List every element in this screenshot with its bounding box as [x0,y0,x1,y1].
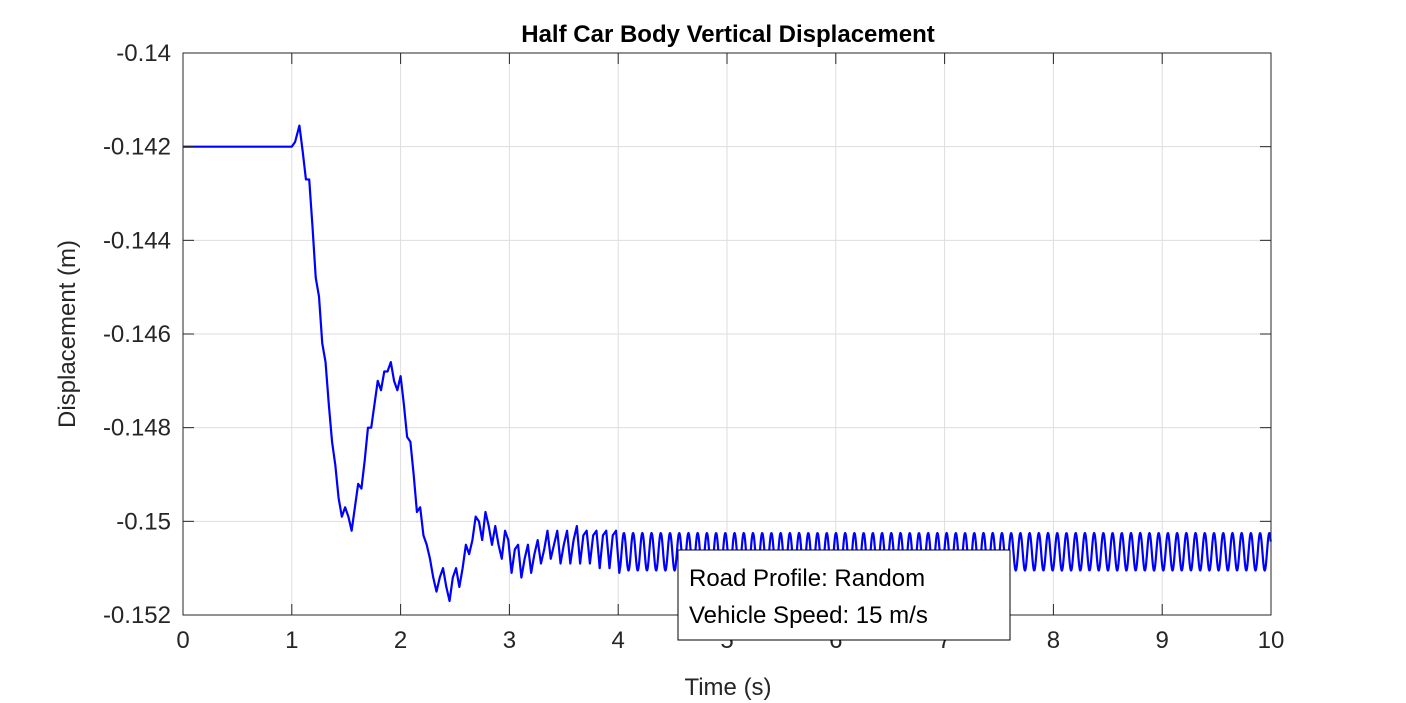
x-tick-label: 1 [285,627,298,654]
x-tick-label: 4 [612,627,625,654]
y-tick-label: -0.148 [103,415,171,442]
annotation-box: Road Profile: Random Vehicle Speed: 15 m… [677,549,1011,641]
annotation-frame [677,549,1011,641]
x-tick-label: 10 [1258,627,1285,654]
x-tick-label: 8 [1047,627,1060,654]
y-tick-label: -0.146 [103,321,171,348]
y-tick-label: -0.142 [103,134,171,161]
y-axis-label: Displacement (m) [54,240,81,428]
x-tick-label: 0 [176,627,189,654]
y-tick-label: -0.144 [103,227,171,254]
x-tick-label: 3 [503,627,516,654]
ticks [182,52,1272,616]
y-tick-label: -0.152 [103,602,171,629]
y-tick-label: -0.15 [116,508,171,535]
x-axis-label: Time (s) [684,674,771,701]
x-tick-label: 2 [394,627,407,654]
y-tick-label: -0.14 [116,40,171,67]
annotation-road-profile: Road Profile: Random [689,565,925,592]
chart-title: Half Car Body Vertical Displacement [521,21,934,48]
grid [183,53,1271,615]
annotation-vehicle-speed: Vehicle Speed: 15 m/s [689,602,928,629]
x-tick-label: 9 [1156,627,1169,654]
